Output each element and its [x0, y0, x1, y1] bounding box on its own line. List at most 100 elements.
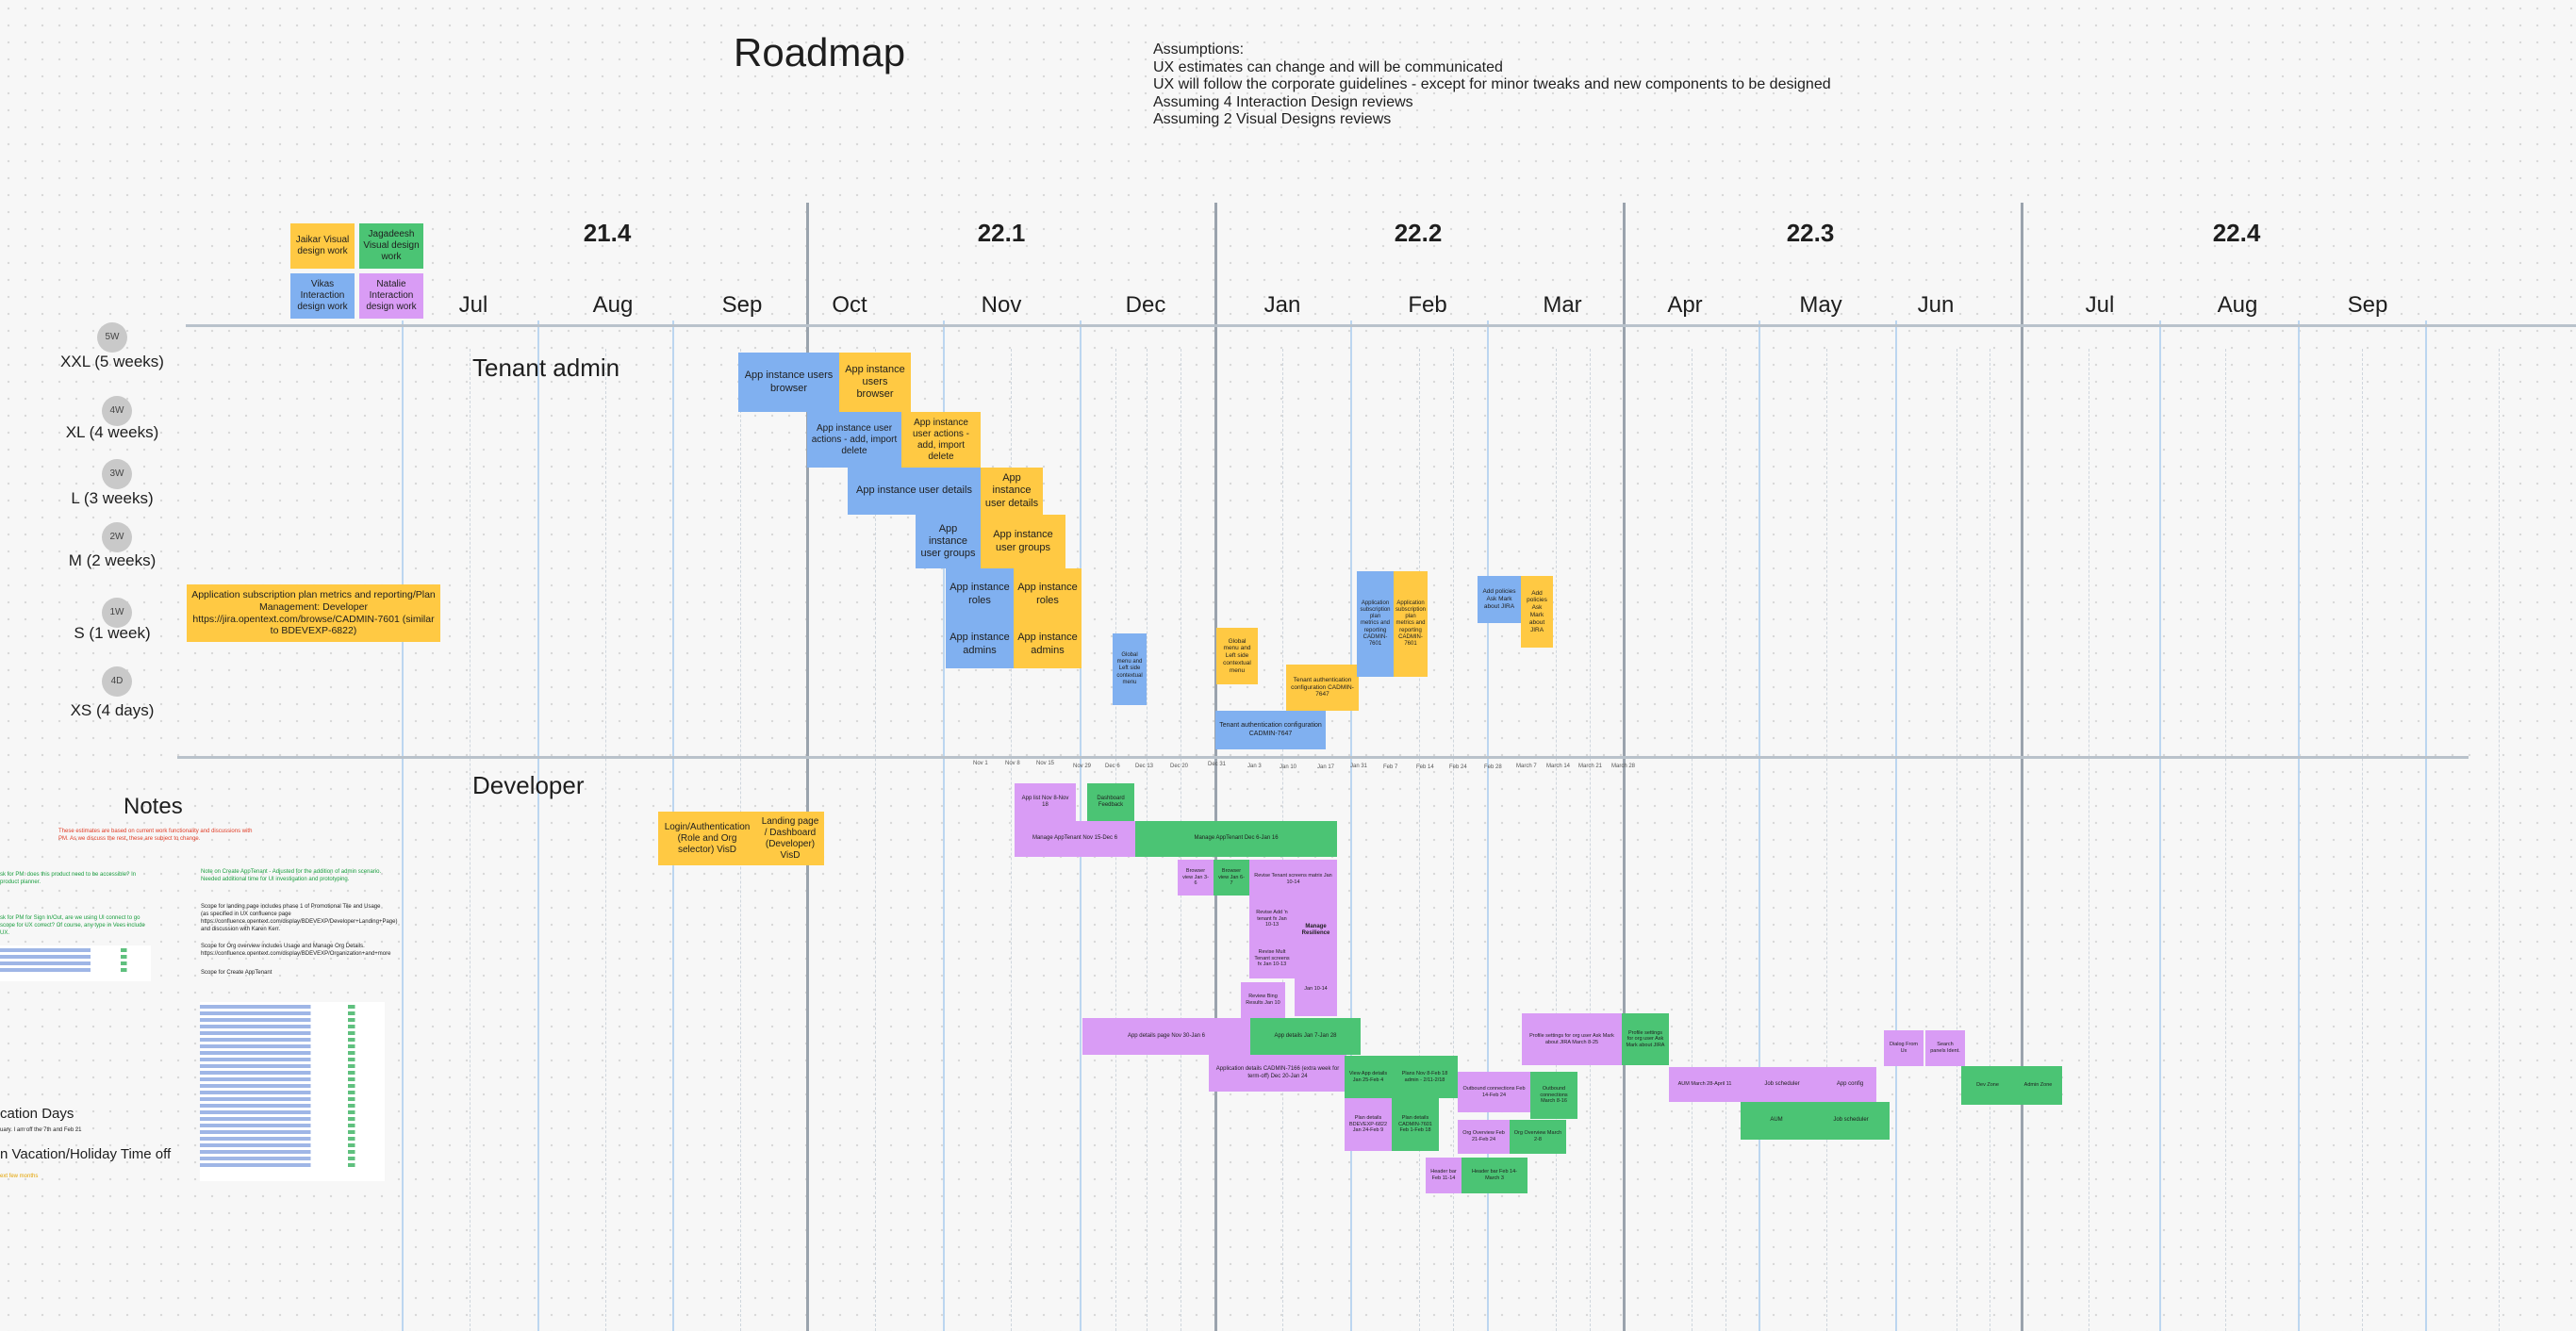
task-card[interactable]: Plans Nov 8-Feb 18 admin - 2/11-2/18: [1392, 1056, 1458, 1098]
task-card[interactable]: Landing page / Dashboard (Developer) Vis…: [756, 812, 824, 865]
task-card[interactable]: Job scheduler: [1741, 1067, 1824, 1102]
task-card[interactable]: Revise Add 'n tenant fx Jan 10-13: [1249, 899, 1295, 939]
task-card[interactable]: App details Jan 7-Jan 28: [1250, 1018, 1361, 1055]
task-card[interactable]: Outbound connections Feb 14-Feb 24: [1458, 1072, 1530, 1112]
quarter-divider: [1214, 203, 1217, 1331]
task-card[interactable]: Jan 10-14: [1295, 961, 1337, 1016]
month-divider: [1759, 320, 1760, 1331]
size-badge: 4W: [102, 396, 132, 426]
task-card[interactable]: Global menu and Left side contextual men…: [1113, 633, 1147, 705]
week-line: [2499, 349, 2501, 1331]
note-task-list: [200, 1002, 385, 1181]
task-card[interactable]: Plan details BDEVEXP-6822 Jan 24-Feb 9: [1345, 1098, 1392, 1151]
task-card[interactable]: Application subscription plan metrics an…: [1357, 571, 1394, 677]
month-label: Feb: [1408, 292, 1447, 318]
month-label: Jul: [458, 292, 488, 318]
task-card[interactable]: App instance roles: [1014, 568, 1082, 620]
task-card[interactable]: Profile settings for org user Ask Mark a…: [1522, 1013, 1622, 1065]
task-card[interactable]: Add policies Ask Mark about JIRA: [1521, 576, 1553, 648]
task-card[interactable]: AUM: [1741, 1102, 1812, 1140]
task-card[interactable]: App instance user actions - add, import …: [807, 412, 901, 468]
vacation-sub: uary. I am off the 7th and Feb 21: [0, 1127, 82, 1133]
size-badge: 2W: [102, 522, 132, 552]
note-scope-org: Scope for Org overview includes Usage an…: [201, 944, 391, 957]
week-line: [1011, 349, 1013, 1331]
legend-label: Vikas Interaction design work: [297, 279, 348, 312]
week-tick: Feb 28: [1484, 764, 1502, 770]
task-card[interactable]: Outbound connections March 8-16: [1530, 1072, 1577, 1119]
legend-vikas: Vikas Interaction design work: [290, 273, 355, 319]
task-card[interactable]: App instance user groups: [916, 515, 981, 568]
task-card[interactable]: Admin Zone: [2014, 1066, 2062, 1105]
task-card[interactable]: Dialog From Ux: [1884, 1030, 1924, 1066]
task-card[interactable]: Application subscription plan metrics an…: [187, 584, 440, 642]
month-divider: [1487, 320, 1489, 1331]
month-label: Sep: [2347, 292, 2388, 318]
task-card[interactable]: App instance users browser: [839, 353, 911, 412]
week-line: [2362, 349, 2364, 1331]
task-card[interactable]: App instance user groups: [981, 515, 1065, 568]
task-card[interactable]: Org Overview Feb 21-Feb 24: [1458, 1120, 1510, 1154]
week-tick: Nov 1: [973, 761, 988, 766]
task-card[interactable]: Dashboard Feedback: [1087, 783, 1134, 821]
task-card[interactable]: Review Bing Results Jan 10: [1241, 982, 1285, 1018]
size-badge: 1W: [102, 598, 132, 628]
week-tick: Feb 7: [1383, 764, 1398, 770]
task-card[interactable]: Manage AppTenant Nov 15-Dec 6: [1015, 821, 1135, 857]
week-tick: March 28: [1611, 764, 1636, 769]
task-card[interactable]: App details page Nov 30-Jan 6: [1082, 1018, 1250, 1055]
task-card[interactable]: Browser view Jan 3-6: [1178, 860, 1214, 896]
task-card[interactable]: App instance user actions - add, import …: [901, 412, 981, 468]
week-tick: Dec 20: [1170, 764, 1189, 769]
size-label: L (3 weeks): [71, 489, 154, 507]
legend-jagadeesh: Jagadeesh Visual design work: [359, 223, 423, 269]
task-card[interactable]: Global menu and Left side contextual men…: [1216, 628, 1258, 684]
task-card[interactable]: Dev Zone: [1961, 1066, 2014, 1105]
vacation-title: cation Days: [0, 1106, 74, 1122]
note-scope-landing: Scope for landing page includes phase 1 …: [201, 904, 398, 932]
task-card[interactable]: Org Overview March 2-8: [1510, 1120, 1566, 1154]
week-tick: Dec 31: [1208, 762, 1227, 767]
task-card[interactable]: App list Nov 8-Nov 18: [1015, 783, 1076, 821]
task-card[interactable]: Header bar Feb 14-March 3: [1461, 1158, 1527, 1193]
task-card[interactable]: App instance roles: [946, 568, 1014, 620]
quarter-divider: [806, 203, 809, 1331]
task-card[interactable]: Tenant authentication configuration CADM…: [1215, 711, 1326, 749]
month-divider: [2298, 320, 2300, 1331]
task-card[interactable]: Search panels Ident.: [1925, 1030, 1965, 1066]
task-card[interactable]: App instance user details: [848, 468, 981, 515]
task-card[interactable]: App instance admins: [1014, 620, 1082, 668]
lane-title-developer: Developer: [472, 771, 585, 799]
month-label: Jun: [1917, 292, 1955, 318]
task-card[interactable]: AUM March 28-April 11: [1669, 1067, 1741, 1102]
legend-label: Natalie Interaction design work: [366, 279, 417, 312]
week-tick: Nov 29: [1073, 764, 1092, 769]
task-card[interactable]: Application details CADMIN-7166 (extra w…: [1209, 1055, 1346, 1092]
task-card[interactable]: Application subscription plan metrics an…: [1394, 571, 1428, 677]
task-card[interactable]: Revise Tenant screens matrix Jan 10-14: [1249, 860, 1337, 899]
task-card[interactable]: App instance admins: [946, 620, 1014, 668]
task-card[interactable]: Revise Mult Tenant screens fx Jan 10-13: [1249, 939, 1295, 978]
assumption-line: Assuming 4 Interaction Design reviews: [1153, 93, 1413, 110]
task-card[interactable]: App instance user details: [981, 468, 1043, 515]
week-tick: Jan 10: [1280, 764, 1297, 770]
task-card[interactable]: Browser view Jan 6-7: [1214, 860, 1249, 896]
quarter-divider: [2021, 203, 2023, 1331]
week-tick: Dec 6: [1105, 764, 1120, 769]
task-card[interactable]: Tenant authentication configuration CADM…: [1286, 665, 1359, 711]
task-card[interactable]: Login/Authentication (Role and Org selec…: [658, 812, 756, 865]
task-card[interactable]: Job scheduler: [1812, 1102, 1890, 1140]
task-card[interactable]: Header bar Feb 11-14: [1426, 1158, 1461, 1193]
month-label: Nov: [981, 292, 1022, 318]
vacation-note: ext few months: [0, 1174, 39, 1179]
task-card[interactable]: Add policies Ask Mark about JIRA: [1478, 576, 1521, 623]
task-card[interactable]: App config: [1824, 1067, 1876, 1102]
task-card[interactable]: App instance users browser: [738, 353, 839, 412]
quarter-divider: [1623, 203, 1626, 1331]
header-rule: [186, 324, 2576, 327]
task-card[interactable]: Manage AppTenant Dec 6-Jan 16: [1135, 821, 1337, 857]
task-card[interactable]: Manage Resilience: [1295, 899, 1337, 961]
task-card[interactable]: Profile settings for org user Ask Mark a…: [1622, 1013, 1669, 1065]
task-card[interactable]: View App details Jan 25-Feb 4: [1345, 1056, 1392, 1098]
task-card[interactable]: Plan details CADMIN-7601 Feb 1-Feb 18: [1392, 1098, 1439, 1151]
